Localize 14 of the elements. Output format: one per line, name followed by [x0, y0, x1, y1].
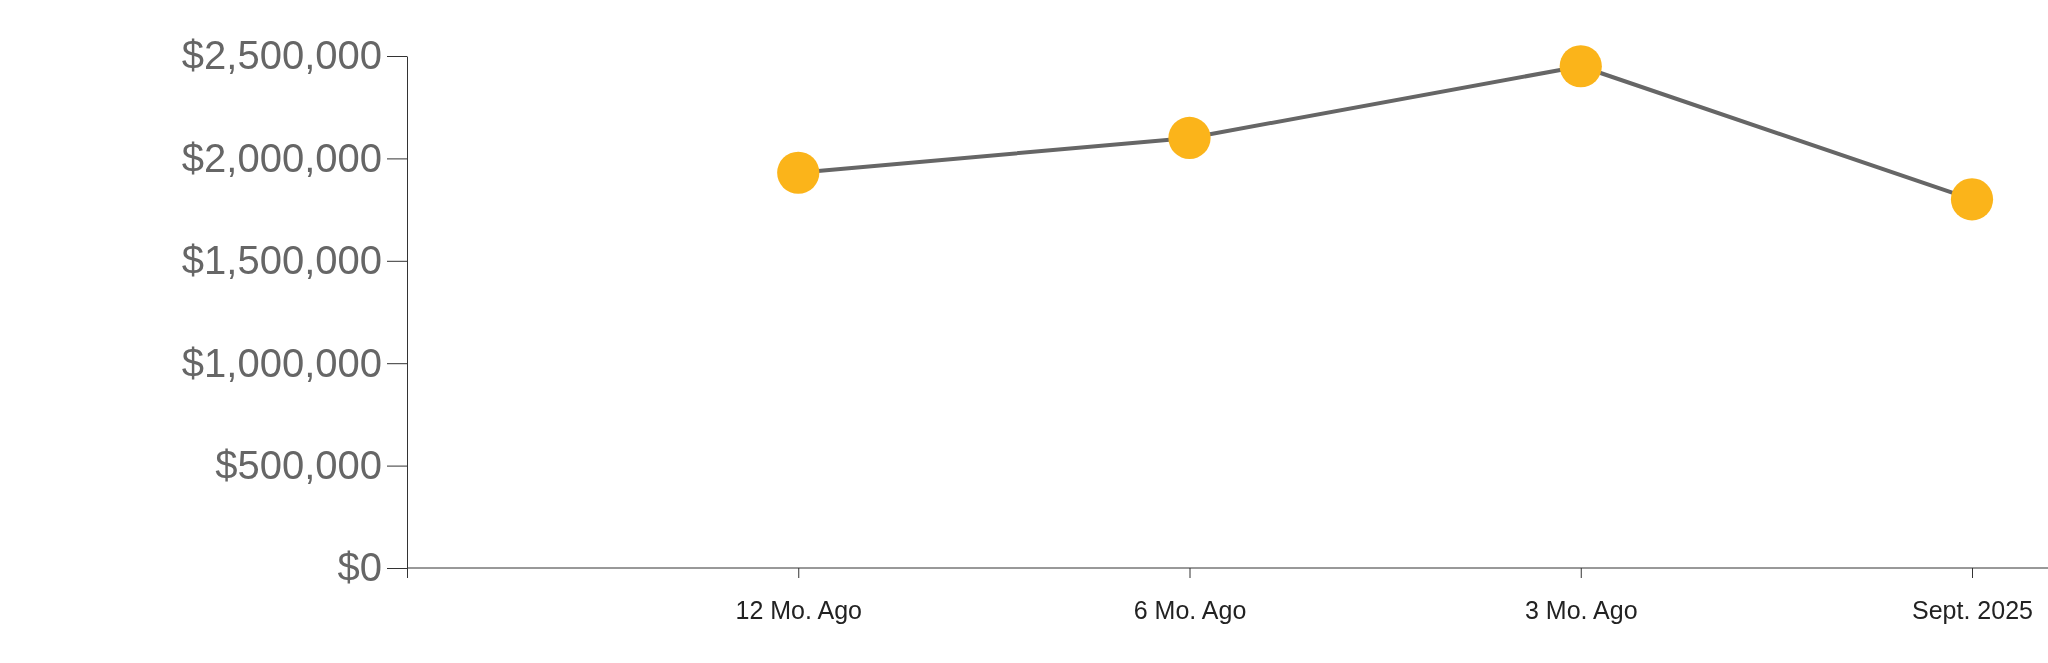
- x-tick-label: 12 Mo. Ago: [735, 595, 862, 624]
- y-tick-label: $2,500,000: [181, 33, 382, 78]
- x-tick-label: Sept. 2025: [1912, 595, 2033, 624]
- x-tick-label: 6 Mo. Ago: [1133, 595, 1247, 624]
- y-tick-label: $1,000,000: [181, 340, 382, 385]
- y-tick-label: $2,000,000: [181, 135, 382, 180]
- point: [1168, 116, 1211, 159]
- point: [777, 151, 820, 194]
- y-tick-label: $1,500,000: [181, 238, 382, 283]
- point: [1559, 45, 1602, 88]
- point: [1950, 178, 1994, 221]
- x-tick-label: 3 Mo. Ago: [1524, 595, 1638, 624]
- y-tick-label: $0: [337, 545, 382, 590]
- y-tick-label: $500,000: [215, 442, 382, 487]
